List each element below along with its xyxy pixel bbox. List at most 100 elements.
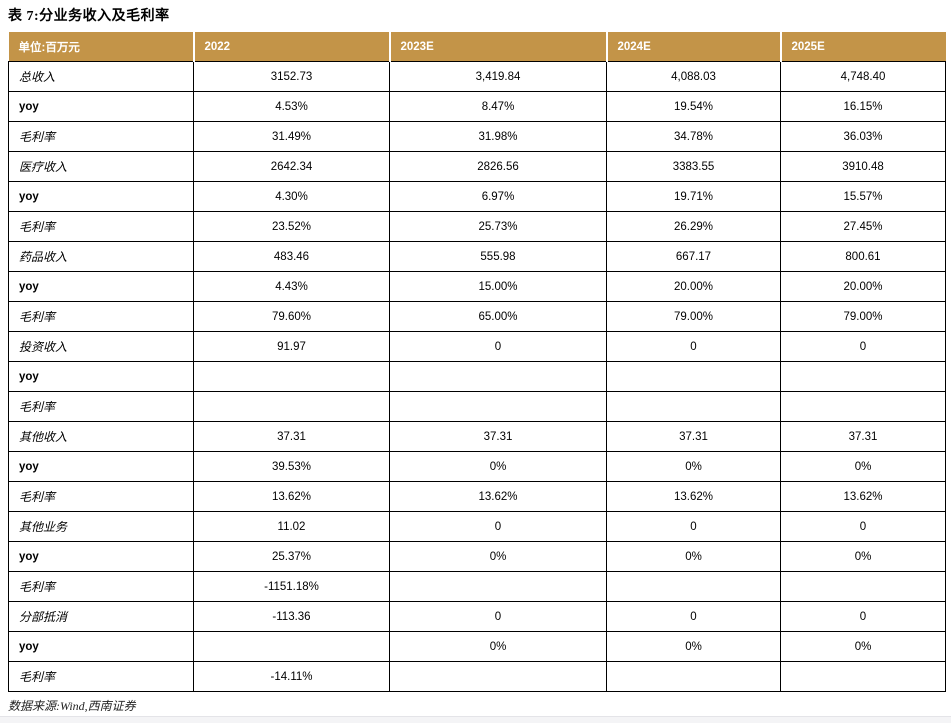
cell: 0 [780,511,946,542]
table-row: 分部抵消 -113.36 0 0 0 [8,601,946,632]
cell: 25.37% [193,541,390,572]
row-label: 毛利率 [8,481,194,512]
table-row: 其他收入 37.31 37.31 37.31 37.31 [8,421,946,452]
table-row: 总收入 3152.73 3,419.84 4,088.03 4,748.40 [8,61,946,92]
cell [606,361,781,392]
cell: -14.11% [193,661,390,692]
cell: 3383.55 [606,151,781,182]
cell: 0% [389,451,607,482]
cell [780,571,946,602]
row-label: yoy [8,361,194,392]
cell: 79.60% [193,301,390,332]
cell [606,661,781,692]
table-row: 毛利率 13.62% 13.62% 13.62% 13.62% [8,481,946,512]
cell: 0 [606,511,781,542]
cell: 483.46 [193,241,390,272]
row-label: yoy [8,541,194,572]
cell: 36.03% [780,121,946,152]
cell: -113.36 [193,601,390,632]
cell: 79.00% [780,301,946,332]
header-row: 单位:百万元 2022 2023E 2024E 2025E [8,32,946,62]
cell: 4,748.40 [780,61,946,92]
cell: 37.31 [780,421,946,452]
row-label: 医疗收入 [8,151,194,182]
table-row: 毛利率 -1151.18% [8,571,946,602]
row-label: yoy [8,91,194,122]
table-row: yoy 39.53% 0% 0% 0% [8,451,946,482]
cell [780,661,946,692]
cell: 34.78% [606,121,781,152]
cell [193,361,390,392]
cell: 3152.73 [193,61,390,92]
cell: 0% [389,631,607,662]
cell: 2826.56 [389,151,607,182]
cell: 3910.48 [780,151,946,182]
table-row: 医疗收入 2642.34 2826.56 3383.55 3910.48 [8,151,946,182]
table-title: 表 7:分业务收入及毛利率 [8,9,170,24]
table-row: yoy [8,361,946,392]
cell: 13.62% [389,481,607,512]
table-row: 毛利率 31.49% 31.98% 34.78% 36.03% [8,121,946,152]
cell: 37.31 [193,421,390,452]
row-label: 毛利率 [8,301,194,332]
row-label: 其他业务 [8,511,194,542]
column-header-unit: 单位:百万元 [8,32,194,62]
cell [780,391,946,422]
row-label: 其他收入 [8,421,194,452]
column-header-2025e: 2025E [779,32,946,62]
cell [389,391,607,422]
cell: 4.30% [193,181,390,212]
cell: 16.15% [780,91,946,122]
cell: 37.31 [606,421,781,452]
cell: 15.00% [389,271,607,302]
cell: 800.61 [780,241,946,272]
cell [389,361,607,392]
cell: -1151.18% [193,571,390,602]
column-header-2024e: 2024E [605,32,781,62]
cell: 20.00% [606,271,781,302]
cell [193,631,390,662]
revenue-table: 单位:百万元 2022 2023E 2024E 2025E 总收入 3152.73… [8,32,946,692]
row-label: yoy [8,631,194,662]
cell: 6.97% [389,181,607,212]
cell [606,391,781,422]
cell: 0 [389,511,607,542]
column-header-2023e: 2023E [388,32,607,62]
cell [606,571,781,602]
cell: 13.62% [193,481,390,512]
row-label: 药品收入 [8,241,194,272]
table-row: 药品收入 483.46 555.98 667.17 800.61 [8,241,946,272]
cell: 0 [389,331,607,362]
cell: 0 [389,601,607,632]
cell: 27.45% [780,211,946,242]
cell [193,391,390,422]
row-label: 毛利率 [8,211,194,242]
table-row: yoy 4.30% 6.97% 19.71% 15.57% [8,181,946,212]
cell: 555.98 [389,241,607,272]
cell: 65.00% [389,301,607,332]
cell [780,361,946,392]
data-source: 数据来源:Wind,西南证券 [8,699,136,713]
page-bottom-strip [0,716,951,723]
table-row: yoy 0% 0% 0% [8,631,946,662]
cell: 667.17 [606,241,781,272]
row-label: 投资收入 [8,331,194,362]
cell: 13.62% [606,481,781,512]
cell: 0% [780,541,946,572]
cell: 37.31 [389,421,607,452]
cell: 0% [606,451,781,482]
cell: 39.53% [193,451,390,482]
row-label: 毛利率 [8,391,194,422]
table-row: 投资收入 91.97 0 0 0 [8,331,946,362]
cell: 0 [606,331,781,362]
cell: 13.62% [780,481,946,512]
table-row: 毛利率 23.52% 25.73% 26.29% 27.45% [8,211,946,242]
table-body: 总收入 3152.73 3,419.84 4,088.03 4,748.40 yoy 4.5… [8,61,946,692]
cell: 19.71% [606,181,781,212]
table-row: yoy 4.43% 15.00% 20.00% 20.00% [8,271,946,302]
row-label: 分部抵消 [8,601,194,632]
table-row: yoy 4.53% 8.47% 19.54% 16.15% [8,91,946,122]
cell: 0% [780,451,946,482]
cell: 31.49% [193,121,390,152]
